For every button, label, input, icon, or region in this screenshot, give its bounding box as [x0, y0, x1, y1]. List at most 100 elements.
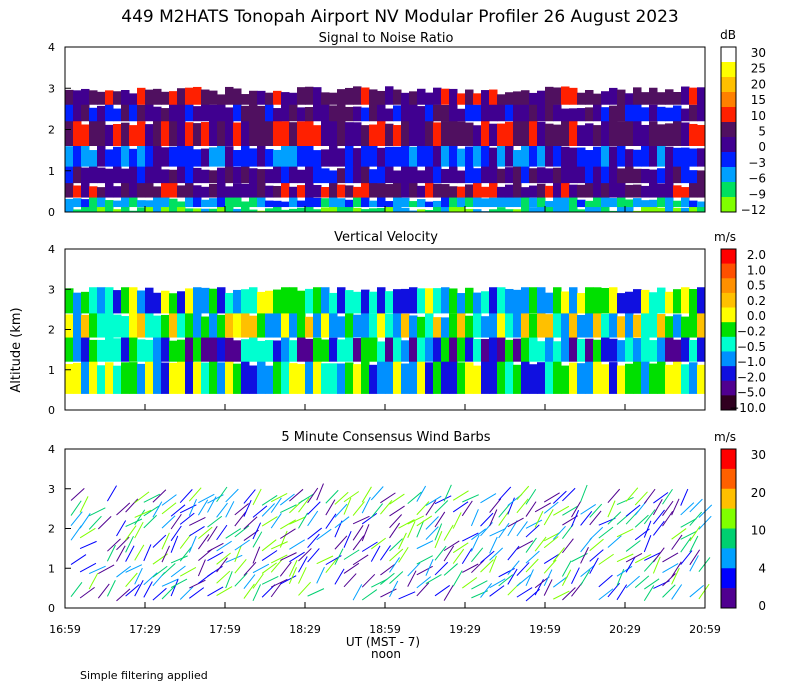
heatmap-cell — [553, 104, 562, 122]
heatmap-cell — [369, 364, 378, 394]
wind-barb — [361, 512, 378, 525]
wind-barb — [207, 542, 224, 553]
wind-barb — [671, 567, 680, 585]
heatmap-cell — [329, 118, 338, 146]
heatmap-cell — [537, 193, 546, 208]
wind-barb — [343, 573, 357, 588]
heatmap-cell — [521, 337, 530, 362]
heatmap-cell — [313, 337, 322, 362]
heatmap-cell — [65, 288, 74, 314]
heatmap-cell — [529, 207, 538, 212]
colorbar-swatch — [721, 380, 736, 396]
heatmap-cell — [585, 287, 594, 314]
heatmap-cell — [297, 207, 306, 212]
heatmap-cell — [225, 146, 234, 167]
wind-barb — [389, 493, 405, 505]
wind-barb — [243, 489, 256, 504]
heatmap-cell — [353, 338, 362, 362]
panel-title: Signal to Noise Ratio — [319, 31, 454, 46]
heatmap-cell — [465, 195, 474, 208]
heatmap-cell — [689, 289, 698, 314]
wind-barb — [307, 588, 325, 597]
heatmap-cell — [313, 165, 322, 184]
wind-barb — [525, 558, 539, 573]
heatmap-cell — [481, 145, 490, 167]
heatmap-cell — [345, 185, 354, 198]
heatmap-cell — [473, 93, 482, 105]
wind-barb — [370, 503, 384, 518]
heatmap-cell — [673, 147, 682, 167]
heatmap-cell — [289, 208, 298, 212]
wind-barb — [516, 587, 533, 598]
heatmap-cell — [313, 184, 322, 198]
heatmap-cell — [433, 183, 442, 198]
colorbar-swatch — [721, 182, 736, 198]
heatmap-cell — [185, 87, 194, 105]
wind-barb — [207, 586, 224, 597]
heatmap-cell — [281, 311, 290, 338]
wind-barb — [680, 550, 693, 565]
heatmap-cell — [617, 89, 626, 105]
x-tick-label: 17:29 — [129, 623, 161, 636]
wind-barb — [543, 559, 557, 574]
heatmap-cell — [673, 185, 682, 198]
wind-barb — [88, 507, 106, 517]
wind-barb — [116, 588, 131, 602]
heatmap-cell — [193, 167, 202, 184]
wind-barb — [88, 572, 99, 590]
wind-barb — [561, 560, 572, 577]
heatmap-cell — [441, 317, 450, 338]
wind-barb — [389, 571, 404, 584]
heatmap-cell — [473, 292, 482, 314]
heatmap-cell — [577, 125, 586, 146]
heatmap-cell — [465, 165, 474, 184]
heatmap-cell — [665, 364, 674, 394]
wind-barb — [288, 559, 298, 577]
heatmap-cell — [521, 357, 530, 394]
heatmap-cell — [233, 122, 242, 146]
heatmap-cell — [457, 170, 466, 184]
heatmap-cell — [233, 208, 242, 212]
heatmap-cell — [369, 169, 378, 184]
heatmap-cell — [473, 312, 482, 338]
wind-barb — [371, 578, 388, 588]
wind-barb — [161, 532, 170, 550]
heatmap-cell — [129, 182, 138, 198]
heatmap-cell — [593, 287, 602, 314]
heatmap-cell — [217, 167, 226, 184]
wind-barb — [634, 575, 650, 589]
heatmap-cell — [305, 316, 314, 338]
wind-barb — [189, 525, 205, 537]
wind-barb — [407, 515, 425, 525]
heatmap-cell — [673, 314, 682, 338]
heatmap-cell — [353, 148, 362, 167]
wind-barb — [88, 565, 106, 575]
heatmap-cell — [305, 338, 314, 362]
heatmap-cell — [649, 181, 658, 198]
heatmap-cell — [281, 144, 290, 167]
panel-title: Vertical Velocity — [334, 230, 438, 245]
colorbar-label: 25 — [751, 62, 766, 76]
heatmap-cell — [305, 86, 314, 105]
wind-barb — [607, 488, 621, 504]
wind-barb — [516, 540, 534, 550]
wind-barb — [325, 489, 339, 504]
heatmap-cell — [449, 186, 458, 198]
heatmap-cell — [465, 101, 474, 122]
wind-barb — [543, 492, 560, 503]
heatmap-cell — [265, 200, 274, 208]
heatmap-cell — [585, 310, 594, 338]
heatmap-cell — [497, 207, 506, 212]
heatmap-cell — [465, 315, 474, 338]
heatmap-cell — [625, 184, 634, 198]
heatmap-cell — [169, 198, 178, 208]
heatmap-cell — [153, 186, 162, 198]
heatmap-cell — [321, 103, 330, 122]
heatmap-cell — [401, 179, 410, 198]
wind-barb — [434, 545, 447, 561]
heatmap-cell — [241, 289, 250, 314]
heatmap-cell — [497, 186, 506, 198]
heatmap-cell — [673, 289, 682, 314]
heatmap-cell — [361, 143, 370, 167]
heatmap-cell — [273, 200, 282, 208]
